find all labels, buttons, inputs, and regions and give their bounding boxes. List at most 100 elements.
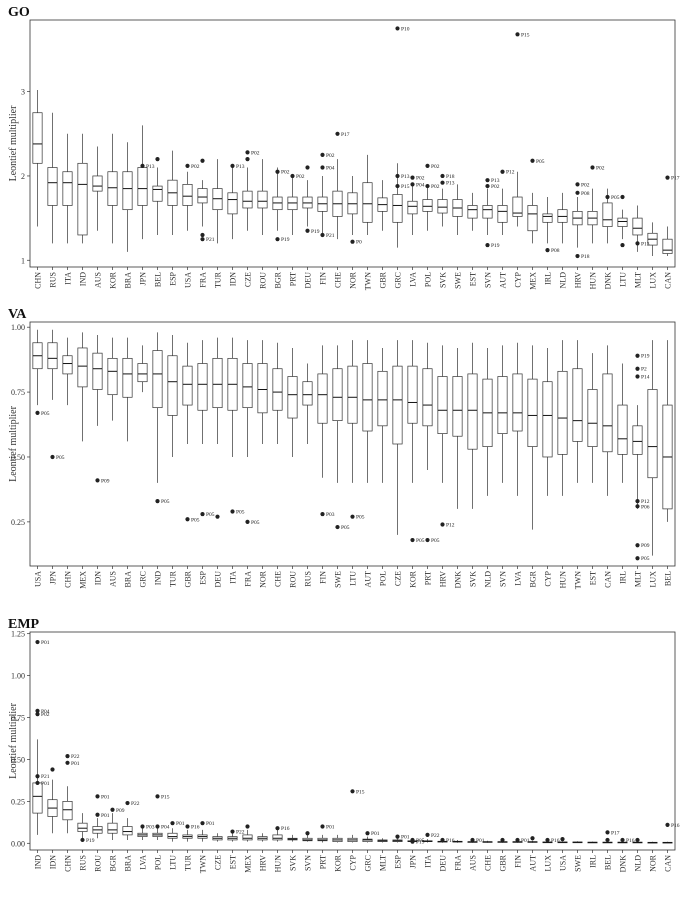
x-tick-label: MLT (634, 571, 643, 587)
box-cze (242, 167, 253, 231)
x-tick-label: POL (154, 855, 163, 870)
outlier-point (410, 537, 415, 543)
box-esp (167, 150, 178, 235)
box-deu (212, 337, 223, 444)
box-ltu (617, 209, 628, 240)
outlier-point (335, 524, 340, 530)
x-tick-label: SVN (484, 272, 493, 288)
iqr-box (257, 363, 268, 414)
box-rou (287, 347, 298, 457)
outlier-point (35, 410, 40, 415)
box-rou (257, 159, 268, 235)
outlier-label: P02 (431, 184, 440, 190)
outlier-point (305, 228, 310, 233)
outlier-point (275, 237, 280, 242)
iqr-box (602, 373, 613, 453)
iqr-box (182, 184, 193, 206)
iqr-box (632, 425, 643, 455)
outlier-point (530, 158, 535, 163)
outlier-point (515, 837, 520, 843)
box-idn (47, 779, 58, 834)
outlier-label: P16 (551, 838, 560, 844)
x-tick-label: AUS (109, 571, 118, 587)
box-svk (437, 188, 448, 227)
iqr-box (32, 782, 43, 814)
x-tick-label: PRT (289, 272, 298, 286)
outlier-label: P16 (446, 838, 455, 844)
outlier-point (80, 837, 85, 843)
iqr-box (422, 199, 433, 212)
outlier-label: P19 (311, 229, 320, 235)
outlier-point (245, 150, 250, 155)
box-bgr (272, 167, 283, 231)
iqr-box (77, 822, 88, 832)
outlier-label: P01 (176, 821, 185, 827)
outlier-point (560, 837, 565, 842)
x-tick-label: EST (469, 272, 478, 286)
outlier-point (200, 232, 205, 238)
iqr-box (362, 182, 373, 223)
box-can (662, 841, 673, 844)
outlier-point (155, 824, 160, 829)
outlier-point (245, 824, 250, 829)
box-esp (392, 838, 403, 843)
box-kor (407, 340, 418, 483)
outlier-label: P01 (101, 813, 110, 819)
x-tick-label: DNK (454, 571, 463, 589)
y-tick-label: 3 (21, 88, 25, 97)
outlier-point (320, 152, 325, 157)
box-lux (647, 222, 658, 257)
x-tick-label: SWE (574, 855, 583, 872)
outlier-point (110, 807, 115, 812)
outlier-label: P05 (191, 517, 200, 523)
box-lva (407, 184, 418, 235)
iqr-box (452, 376, 463, 437)
box-svn (482, 188, 493, 235)
panel-va: VA Leontief multiplier 0.25 0.50 0.75 1.00 USA… (8, 307, 676, 589)
x-tick-label: BRA (124, 571, 133, 588)
iqr-box (407, 365, 418, 424)
outlier-point (605, 194, 610, 200)
box-prt (317, 834, 328, 843)
outlier-label: P19 (641, 354, 650, 360)
outlier-point (350, 514, 355, 519)
iqr-box (32, 112, 43, 164)
x-tick-label: ROU (259, 272, 268, 289)
box-aut (527, 840, 538, 843)
outlier-point (395, 26, 400, 31)
outlier-label: P09 (101, 478, 110, 484)
iqr-box (122, 357, 133, 398)
x-tick-label: BGR (109, 854, 118, 871)
y-tick-label: 0.50 (11, 453, 25, 462)
outlier-point (35, 712, 40, 717)
outlier-label: P10 (401, 26, 410, 32)
x-tick-label: IRL (619, 571, 628, 584)
outlier-label: P05 (356, 515, 365, 521)
box-usa (557, 841, 568, 844)
box-usa (32, 329, 43, 406)
x-tick-label: NLD (559, 272, 568, 289)
x-tick-label: KOR (334, 854, 343, 872)
outlier-label: P01 (476, 838, 485, 844)
x-tick-label: LTU (619, 272, 628, 287)
x-tick-label: SWE (334, 571, 343, 588)
box-nor (257, 340, 268, 444)
outlier-point (320, 511, 325, 517)
iqr-box (617, 404, 628, 455)
outlier-point (50, 767, 55, 772)
box-grc (137, 345, 148, 393)
box-usa (182, 171, 193, 231)
box-svk (287, 834, 298, 842)
box-lux (647, 340, 658, 556)
y-tick-label: 1.00 (11, 672, 25, 681)
outlier-point (200, 511, 205, 517)
box-gbr (377, 180, 388, 231)
x-tick-label: IDN (229, 272, 238, 286)
box-jpn (47, 329, 58, 400)
x-tick-label: POL (379, 571, 388, 586)
outlier-label: P14 (641, 375, 650, 381)
outlier-label: P02 (191, 164, 200, 170)
outlier-label: P08 (551, 248, 560, 254)
x-tick-label: CHN (34, 272, 43, 289)
